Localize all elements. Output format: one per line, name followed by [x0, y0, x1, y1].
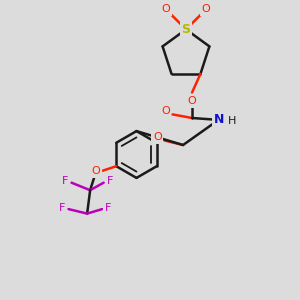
Text: F: F	[105, 203, 111, 213]
Text: O: O	[161, 4, 170, 14]
Text: S: S	[182, 23, 190, 36]
Text: O: O	[202, 4, 211, 14]
Text: N: N	[214, 113, 224, 126]
Text: O: O	[153, 132, 162, 142]
Text: F: F	[59, 203, 66, 213]
Text: O: O	[92, 166, 100, 176]
Text: O: O	[188, 96, 197, 106]
Text: O: O	[161, 106, 170, 116]
Text: H: H	[227, 116, 236, 126]
Text: F: F	[62, 176, 69, 186]
Text: F: F	[106, 176, 113, 186]
